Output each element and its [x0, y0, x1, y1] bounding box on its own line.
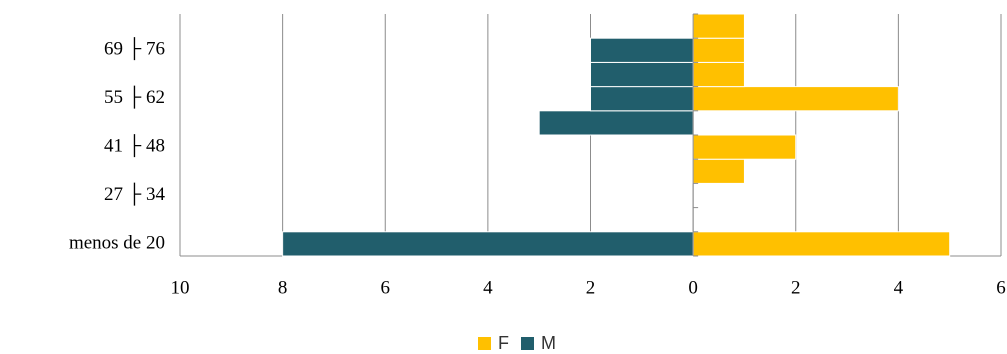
bar	[692, 134, 797, 160]
x-tick-label: 2	[791, 277, 801, 298]
x-tick-label: 4	[483, 277, 493, 298]
bar	[692, 61, 745, 88]
x-tick-label: 6	[381, 277, 391, 298]
bar	[692, 86, 899, 112]
legend-swatch	[521, 337, 534, 350]
bar	[590, 61, 694, 88]
bar	[692, 37, 745, 63]
bar	[538, 110, 694, 136]
legend-label: M	[541, 333, 556, 353]
bar	[590, 86, 694, 112]
y-tick-label: 27 ├ 34	[104, 182, 165, 206]
x-tick-label: 10	[171, 277, 190, 298]
bar	[282, 231, 694, 257]
x-tick-label: 6	[996, 277, 1006, 298]
x-tick-label: 0	[688, 277, 698, 298]
bar	[692, 158, 745, 184]
bar	[692, 231, 951, 257]
x-tick-label: 4	[894, 277, 904, 298]
legend-label: F	[498, 333, 509, 353]
y-tick-label: 55 ├ 62	[104, 85, 165, 109]
legend-swatch	[478, 337, 491, 350]
x-tick-label: 8	[278, 277, 288, 298]
x-tick-label: 2	[586, 277, 596, 298]
bar	[692, 13, 745, 39]
y-tick-label: menos de 20	[69, 232, 165, 253]
y-tick-label: 41 ├ 48	[104, 133, 165, 157]
bar	[590, 37, 694, 63]
y-tick-label: 69 ├ 76	[104, 37, 165, 61]
